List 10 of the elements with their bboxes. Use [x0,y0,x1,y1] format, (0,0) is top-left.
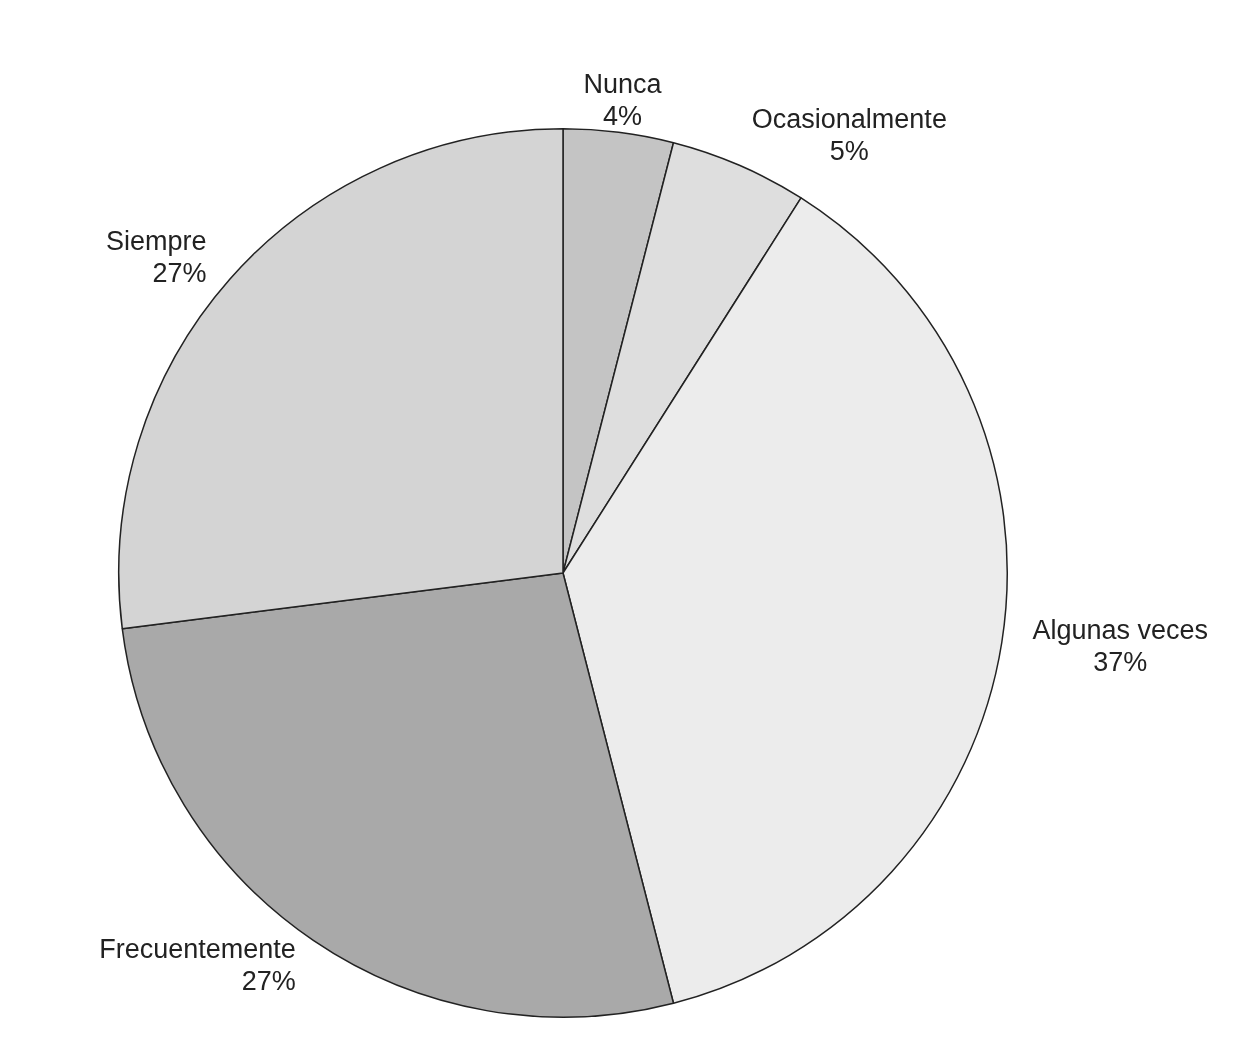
data-label: 5% [829,136,869,167]
slice-label: Ocasionalmente [751,104,947,135]
data-label: 27% [152,258,207,289]
data-label: 37% [1093,646,1148,677]
slice-label: Nunca [583,68,663,99]
slice-label: Algunas veces [1032,614,1209,645]
data-label: 4% [603,100,643,131]
slice-label: Frecuentemente [99,933,296,964]
slice-label: Siempre [105,226,207,257]
data-label: 27% [241,965,296,996]
